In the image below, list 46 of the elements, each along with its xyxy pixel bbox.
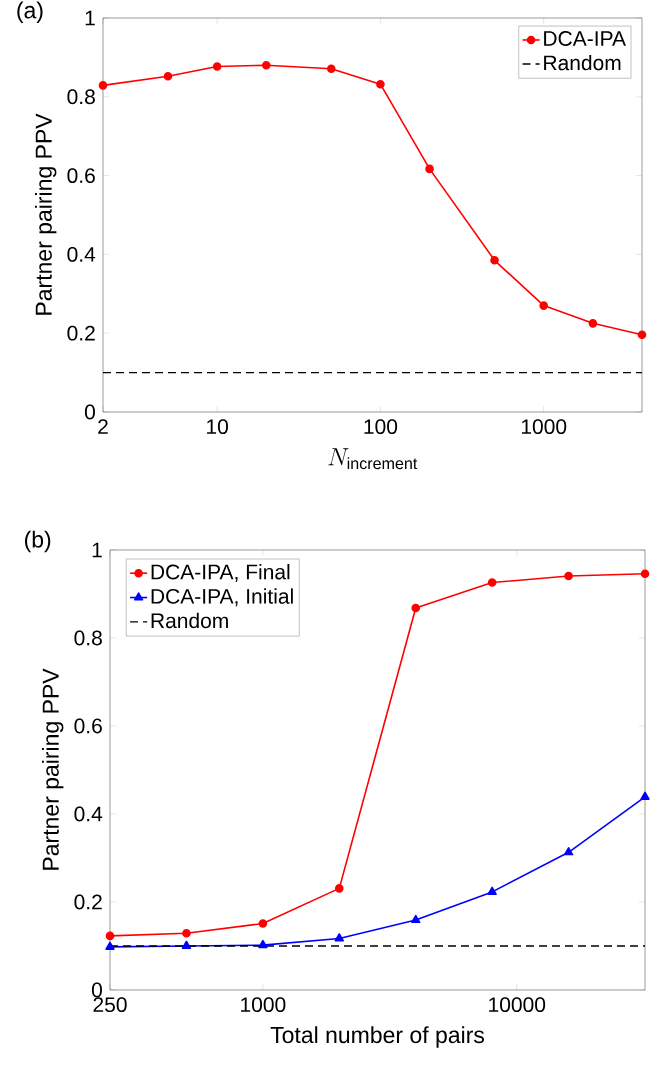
y-tick-label: 0: [91, 982, 102, 998]
x-axis-title: Total number of pairs: [270, 1026, 485, 1048]
legend-label: DCA-IPA: [544, 31, 626, 46]
y-tick-label: 1: [85, 10, 95, 26]
point: [334, 884, 344, 893]
point: [487, 886, 497, 895]
y-axis-title: Partner pairing PPV: [34, 113, 57, 315]
y-tick-label: 0.2: [74, 894, 102, 910]
legend-label: Random: [151, 612, 228, 629]
point: [487, 578, 497, 587]
point: [182, 928, 191, 938]
point: [640, 791, 650, 800]
x-tick-label: 1000: [521, 419, 567, 435]
x-tick-label: 1000: [241, 997, 286, 1013]
y-tick-label: 0: [84, 404, 95, 420]
x-tick-label: 10: [207, 419, 228, 435]
point: [105, 931, 115, 941]
x-tick-label: 100: [364, 419, 398, 435]
y-tick-label: 0.8: [74, 630, 102, 646]
legend-label: DCA-IPA, Initial: [151, 588, 293, 607]
point: [564, 571, 573, 581]
y-tick-label: 0.6: [74, 718, 102, 734]
y-tick-label: 1: [92, 542, 102, 558]
point: [258, 919, 268, 928]
point: [334, 933, 344, 942]
text: (b): [25, 530, 51, 553]
x-tick-label: 10000: [489, 997, 546, 1013]
point: [563, 846, 574, 856]
legend-label: Random: [544, 54, 621, 71]
x-axis-title: $N_{\mathrm{increment}}$: [328, 448, 418, 470]
point: [411, 603, 421, 613]
point: [640, 569, 650, 579]
x-tick-label: 2: [98, 419, 108, 434]
y-tick-label: 0.4: [74, 806, 103, 822]
point: [411, 914, 421, 924]
point: [181, 940, 192, 950]
point: [105, 941, 115, 950]
point: [258, 939, 268, 949]
y-axis-title: Partner pairing PPV: [41, 668, 64, 870]
y-tick-label: 0.8: [67, 89, 95, 105]
y-tick-label: 0.2: [67, 325, 95, 341]
x-tick-label: 250: [93, 997, 127, 1013]
y-tick-label: 0.6: [67, 168, 95, 184]
y-tick-label: 0.4: [67, 246, 96, 262]
text: (a): [17, 1, 43, 23]
legend-label: DCA-IPA, Final: [151, 564, 290, 582]
